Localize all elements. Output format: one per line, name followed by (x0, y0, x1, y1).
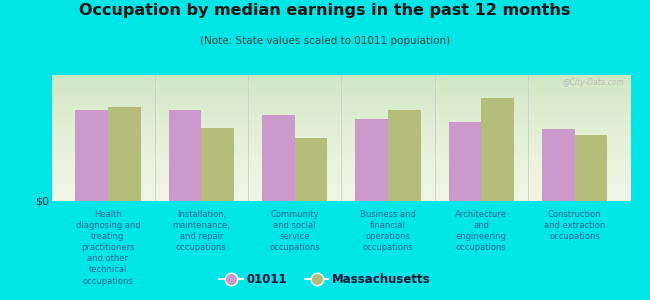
Bar (575, 136, 607, 201)
Text: Occupation by median earnings in the past 12 months: Occupation by median earnings in the pas… (79, 3, 571, 18)
Legend: 01011, Massachusetts: 01011, Massachusetts (214, 269, 436, 291)
Text: Health
diagnosing and
treating
practitioners
and other
technical
occupations: Health diagnosing and treating practitio… (75, 210, 140, 286)
Text: @City-Data.com: @City-Data.com (563, 77, 625, 86)
Text: Construction
and extraction
occupations: Construction and extraction occupations (544, 210, 605, 241)
Bar (388, 110, 421, 201)
Bar (202, 128, 234, 201)
Bar (108, 106, 140, 201)
Bar (481, 98, 514, 201)
Bar (294, 138, 327, 201)
Bar (448, 122, 481, 201)
Bar (168, 110, 202, 201)
Text: (Note: State values scaled to 01011 population): (Note: State values scaled to 01011 popu… (200, 36, 450, 46)
Bar (542, 129, 575, 201)
Bar (262, 115, 294, 201)
Text: Community
and social
service
occupations: Community and social service occupations (269, 210, 320, 252)
Text: Architecture
and
engineering
occupations: Architecture and engineering occupations (455, 210, 507, 252)
Text: Installation,
maintenance,
and repair
occupations: Installation, maintenance, and repair oc… (172, 210, 230, 252)
Bar (356, 119, 388, 201)
Bar (75, 110, 108, 201)
Text: Business and
financial
operations
occupations: Business and financial operations occupa… (360, 210, 416, 252)
